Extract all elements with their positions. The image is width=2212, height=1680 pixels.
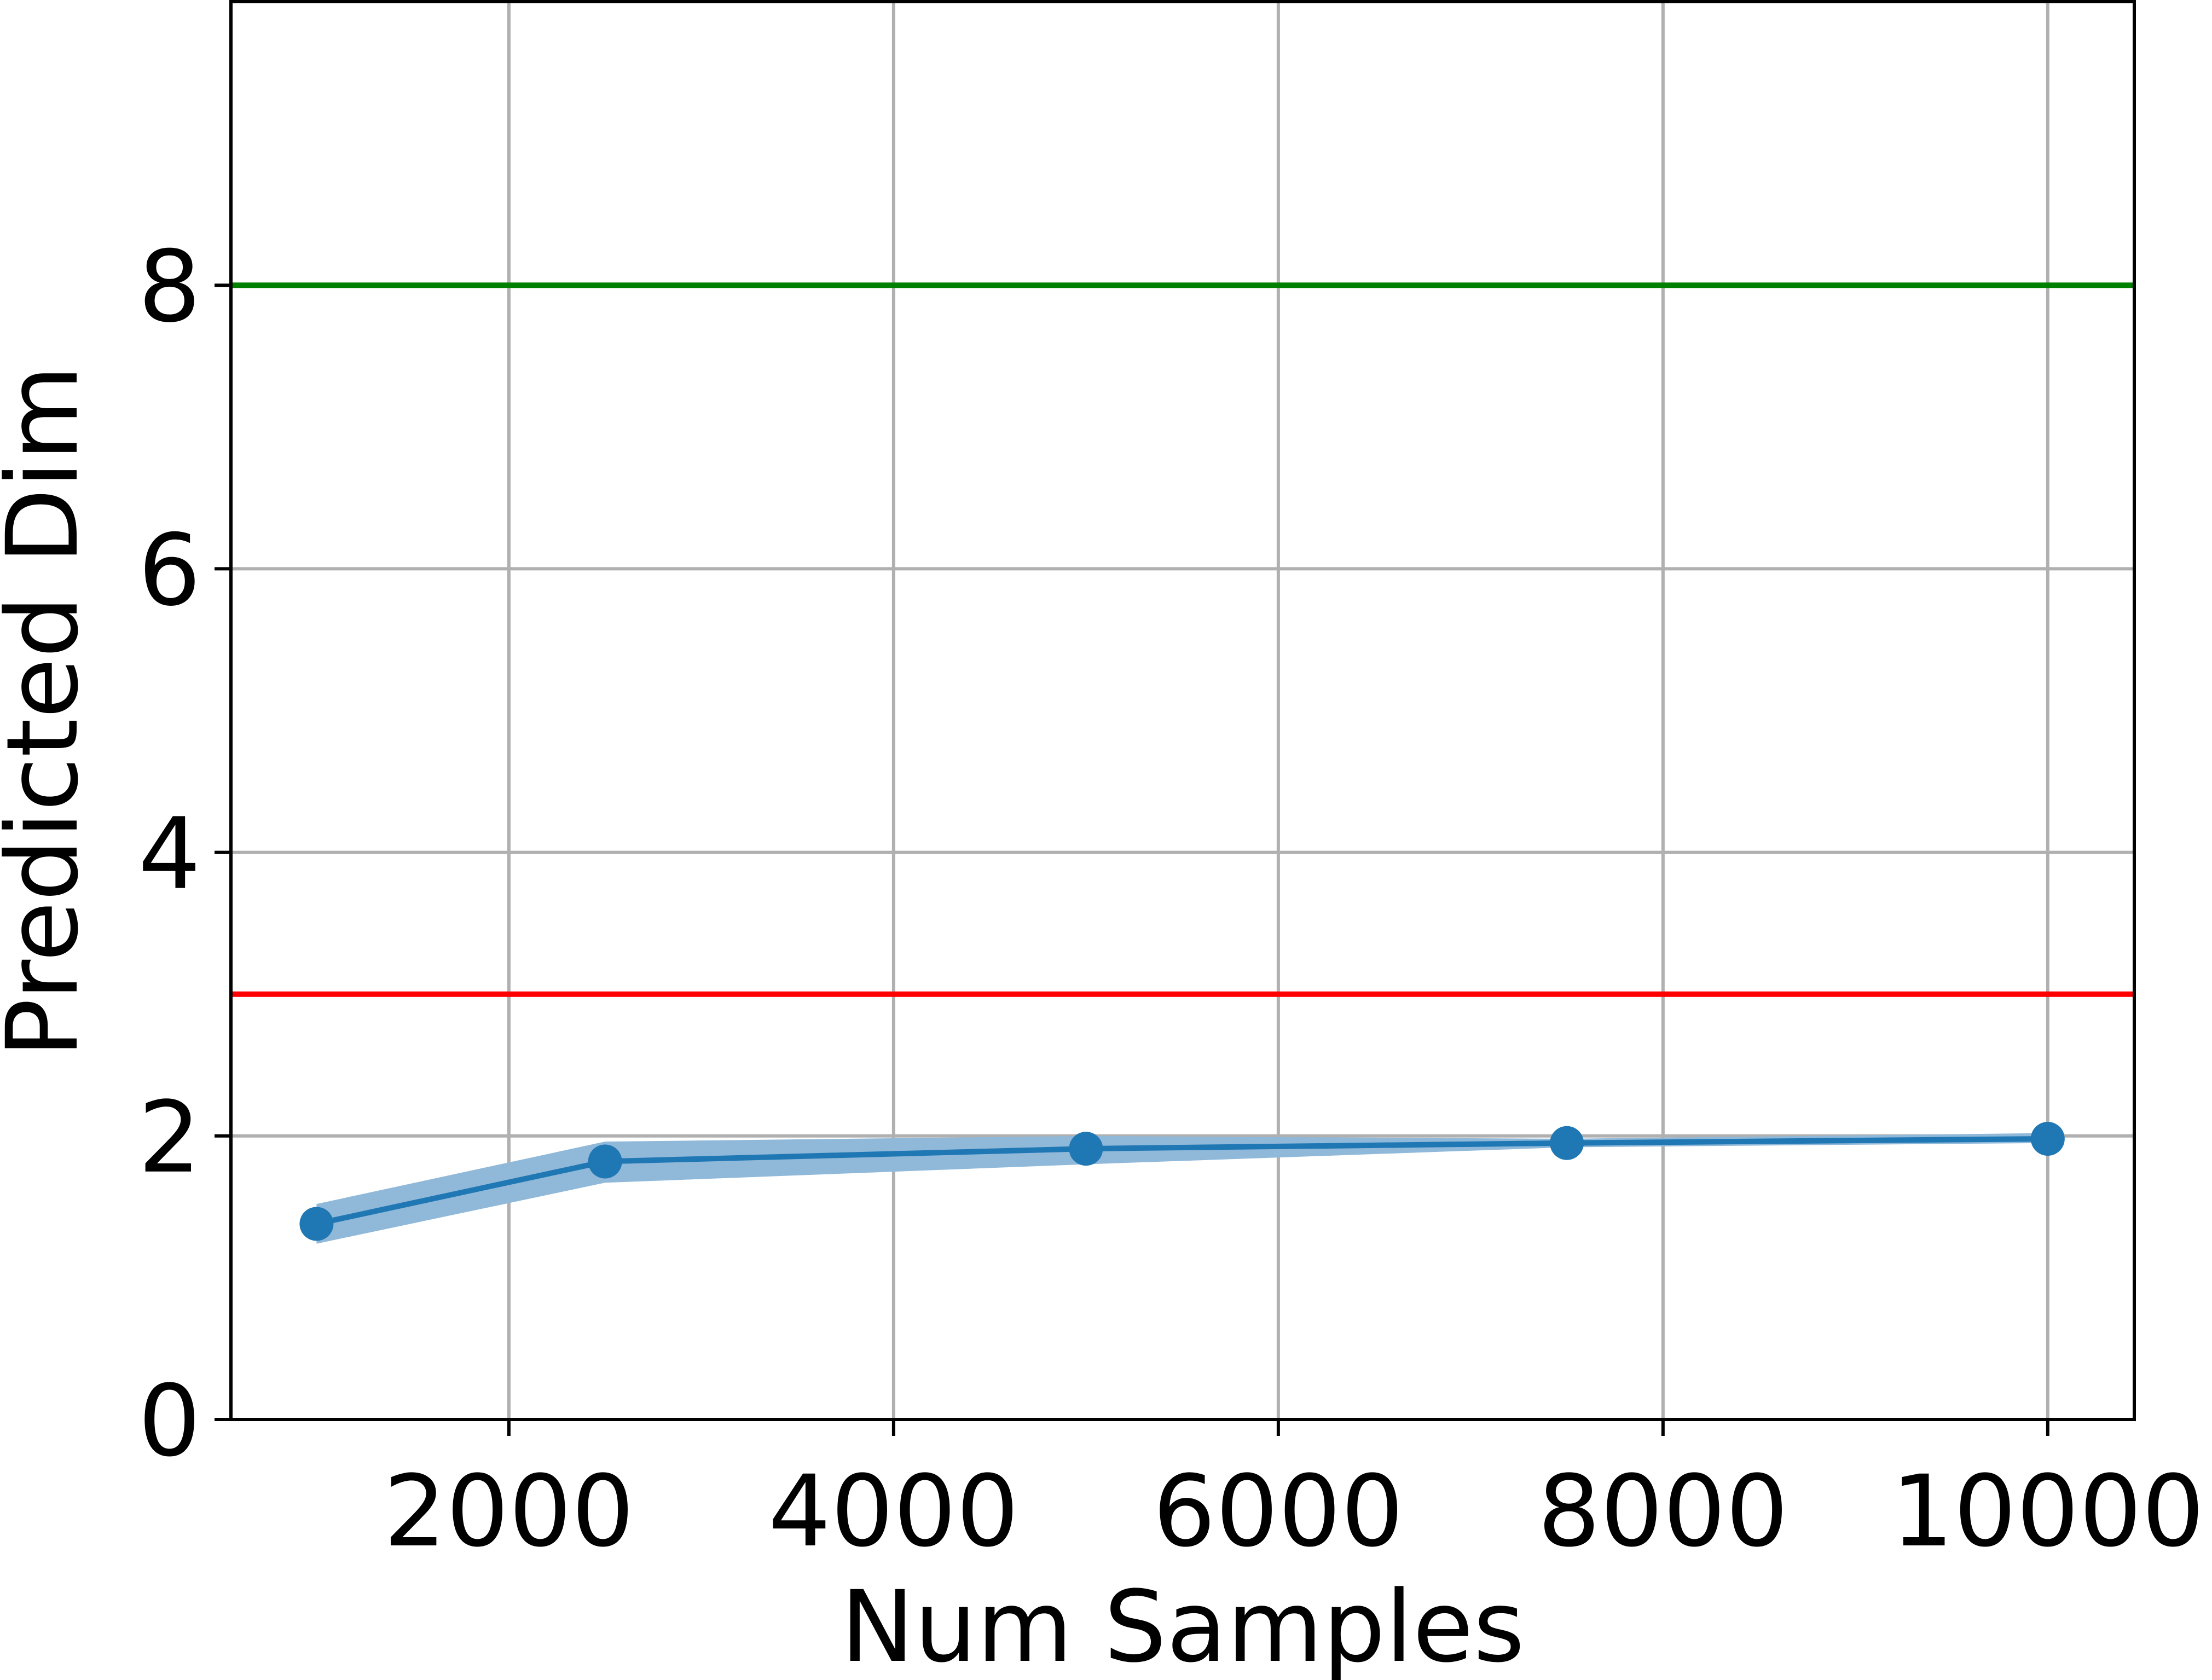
plot-frame <box>229 0 2136 1421</box>
y-axis-label: Predicted Dim <box>0 365 100 1058</box>
x-tick-label: 6000 <box>1153 1455 1404 1569</box>
x-tick-label: 10000 <box>1891 1455 2205 1569</box>
data-point <box>588 1144 622 1179</box>
x-tick-label: 8000 <box>1538 1455 1788 1569</box>
data-point <box>1550 1126 1584 1160</box>
data-point <box>299 1207 334 1241</box>
error-band <box>316 1133 2048 1244</box>
y-tick-label: 8 <box>138 230 201 344</box>
y-tick-label: 6 <box>138 513 201 628</box>
x-tick-label: 2000 <box>384 1455 634 1569</box>
x-axis-label: Num Samples <box>841 1570 1525 1680</box>
data-point <box>1069 1132 1103 1166</box>
y-tick-label: 0 <box>138 1364 201 1479</box>
y-tick-label: 4 <box>138 797 201 912</box>
y-tick-label: 2 <box>138 1081 201 1195</box>
x-tick-label: 4000 <box>768 1455 1019 1569</box>
data-point <box>2030 1121 2065 1156</box>
